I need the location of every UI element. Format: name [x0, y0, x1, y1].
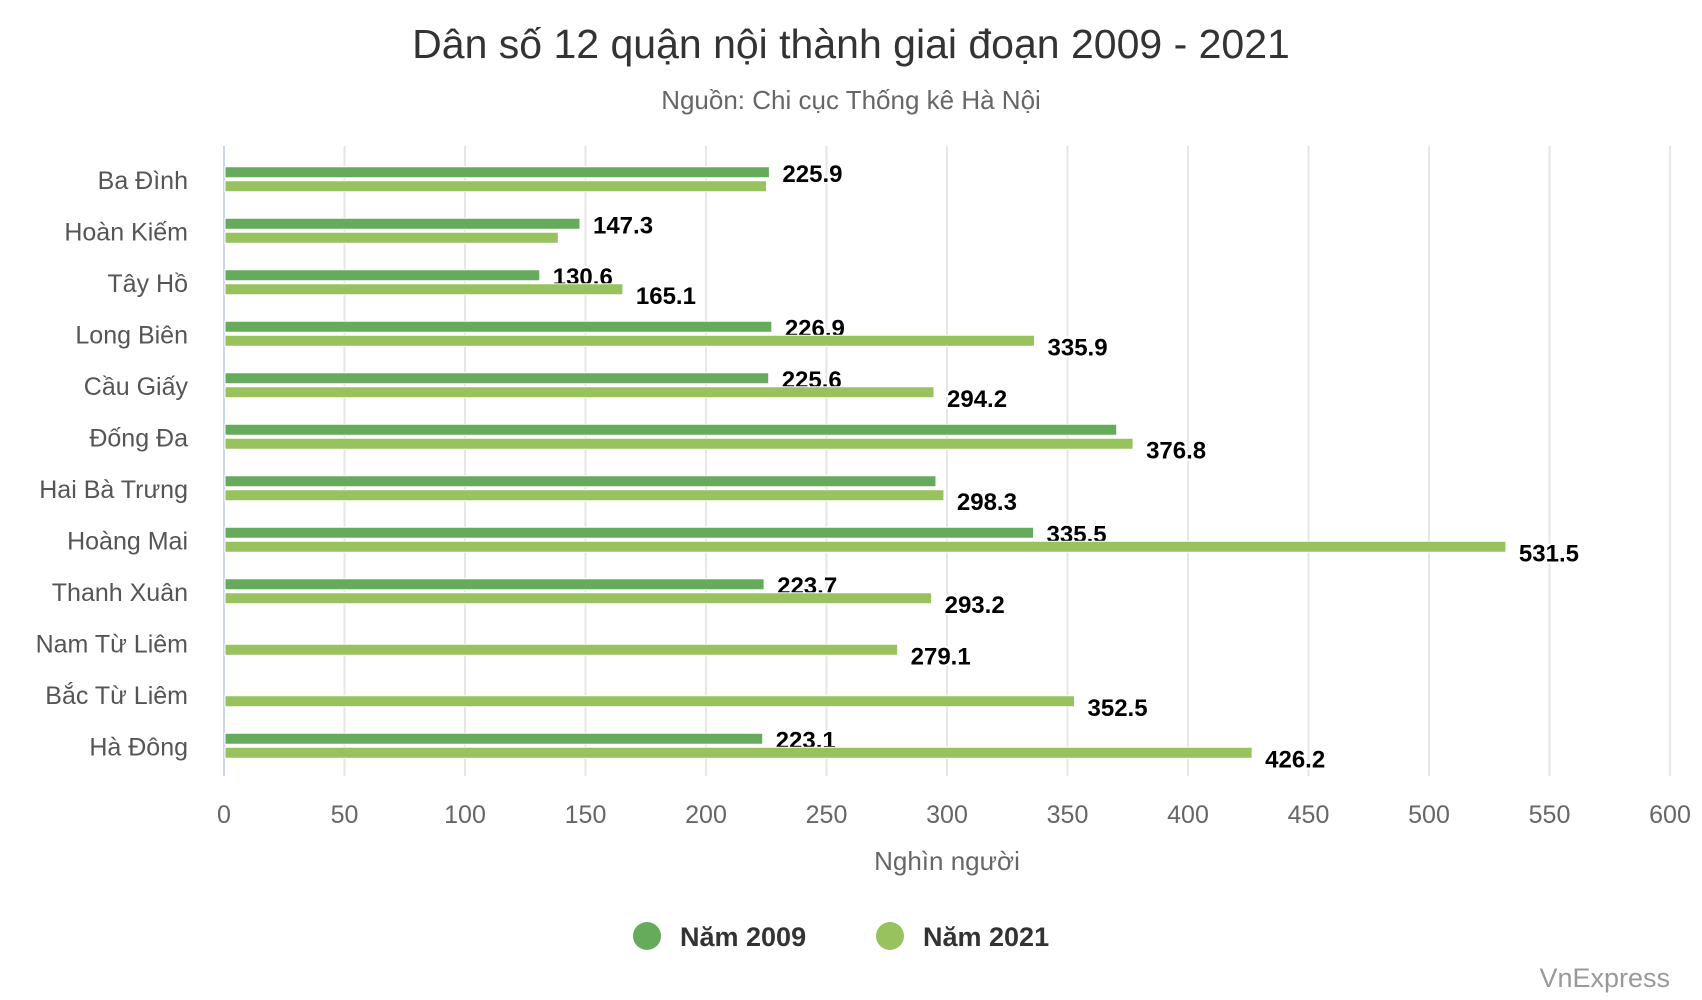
chart-subtitle: Nguồn: Chi cục Thống kê Hà Nội — [661, 85, 1041, 115]
bar-2009 — [224, 320, 773, 333]
x-axis-title: Nghìn người — [874, 846, 1020, 876]
bar-2021 — [224, 695, 1076, 708]
data-label: 147.3 — [593, 212, 653, 239]
x-tick-label: 50 — [331, 801, 359, 829]
data-label: 426.2 — [1265, 746, 1325, 773]
bar-2021 — [224, 643, 899, 656]
x-tick-label: 450 — [1288, 801, 1330, 829]
bar-2009 — [224, 732, 764, 745]
bar-2021 — [224, 231, 559, 244]
x-tick-label: 100 — [444, 801, 486, 829]
bar-2021 — [224, 283, 624, 296]
x-tick-label: 0 — [217, 801, 231, 829]
category-label: Đống Đa — [89, 424, 188, 452]
data-label: 165.1 — [636, 283, 696, 310]
category-label: Hoàn Kiếm — [64, 218, 188, 246]
category-label: Hoàng Mai — [67, 527, 188, 555]
x-tick-labels: 0 50 100 150 200 250 300 350 400 450 500 550 600 — [217, 801, 1691, 829]
category-label: Cầu Giấy — [84, 373, 189, 401]
category-label: Tây Hồ — [107, 270, 188, 298]
legend-marker-2021 — [876, 922, 904, 950]
bars: 225.9147.3130.6165.1226.9335.9225.6294.2… — [224, 159, 1581, 775]
bar-2009 — [224, 526, 1035, 539]
bar-2021 — [224, 746, 1253, 759]
x-tick-label: 250 — [806, 801, 848, 829]
data-label: 294.2 — [947, 386, 1007, 413]
data-label: 531.5 — [1519, 540, 1579, 567]
x-tick-label: 300 — [926, 801, 968, 829]
category-label: Hà Đông — [89, 733, 188, 761]
bar-2009 — [224, 423, 1118, 436]
x-tick-label: 150 — [565, 801, 607, 829]
legend: Năm 2009 Năm 2021 — [633, 922, 1049, 952]
category-label: Thanh Xuân — [52, 579, 188, 607]
x-tick-label: 200 — [685, 801, 727, 829]
x-tick-label: 350 — [1047, 801, 1089, 829]
chart-title: Dân số 12 quận nội thành giai đoạn 2009 … — [412, 21, 1290, 67]
category-label: Ba Đình — [98, 167, 188, 195]
legend-label: Năm 2009 — [680, 922, 806, 952]
data-label: 293.2 — [945, 592, 1005, 619]
data-label: 279.1 — [911, 643, 971, 670]
data-label: 335.9 — [1048, 334, 1108, 361]
bar-2021 — [224, 592, 933, 605]
legend-label: Năm 2021 — [923, 922, 1049, 952]
grid — [223, 146, 1671, 776]
bar-2021 — [224, 437, 1134, 450]
x-tick-label: 500 — [1408, 801, 1450, 829]
bar-2021 — [224, 386, 935, 399]
bar-2009 — [224, 269, 541, 282]
category-label: Nam Từ Liêm — [36, 630, 188, 658]
data-label: 225.9 — [782, 161, 842, 188]
bar-2021 — [224, 334, 1036, 347]
credit: VnExpress — [1539, 963, 1670, 993]
data-label: 298.3 — [957, 489, 1017, 516]
category-label: Bắc Từ Liêm — [45, 681, 188, 710]
bar-2021 — [224, 540, 1507, 553]
category-label: Long Biên — [75, 321, 188, 349]
category-label: Hai Bà Trưng — [39, 476, 188, 504]
bar-2009 — [224, 475, 937, 488]
data-label: 376.8 — [1146, 437, 1206, 464]
bar-2009 — [224, 217, 581, 230]
x-tick-label: 400 — [1167, 801, 1209, 829]
category-labels: Ba Đình Hoàn Kiếm Tây Hồ Long Biên Cầu Giấy Đ… — [36, 167, 189, 762]
bar-2009 — [224, 372, 770, 385]
x-tick-label: 600 — [1649, 801, 1691, 829]
bar-2021 — [224, 180, 768, 193]
bar-2009 — [224, 166, 770, 179]
bar-2021 — [224, 489, 945, 502]
data-label: 352.5 — [1088, 695, 1148, 722]
bar-2009 — [224, 578, 765, 591]
x-tick-label: 550 — [1529, 801, 1571, 829]
legend-marker-2009 — [633, 922, 661, 950]
